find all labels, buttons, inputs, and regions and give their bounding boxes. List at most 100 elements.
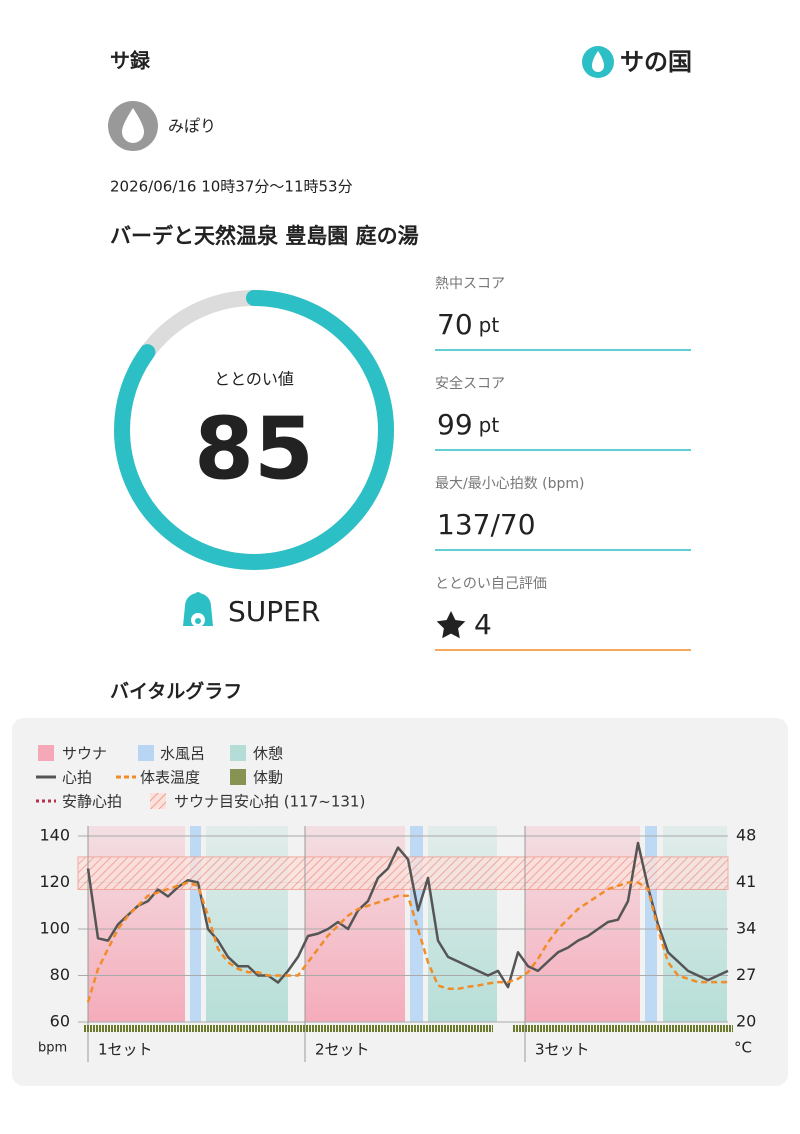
movement-mark [93,1025,103,1032]
legend-label: 水風呂 [160,745,205,763]
brand-name: サの国 [620,48,692,76]
movement-mark [633,1025,643,1032]
score-label: ととのい値 [214,370,294,389]
temperature-line [86,881,728,1003]
stat-number: 70 [437,308,473,341]
legend-swatch [230,769,246,785]
y2-tick-label: 48 [736,826,756,845]
y2-tick-label: 34 [736,919,756,938]
legend-label: 体表温度 [140,769,200,787]
legend-label: 体動 [253,769,283,787]
movement-mark [343,1025,353,1032]
phase-band [645,826,657,1022]
movement-mark [533,1025,543,1032]
movement-mark [363,1025,373,1032]
movement-mark [263,1025,273,1032]
movement-mark [513,1025,523,1032]
set-label: 2セット [315,1041,370,1059]
movement-mark [163,1025,173,1032]
movement-mark [483,1025,493,1032]
section-title: バイタルグラフ [110,680,242,703]
movement-mark [333,1025,343,1032]
phase-band [206,826,288,1022]
movement-mark [613,1025,623,1032]
stat-unit: pt [479,313,500,337]
y2-axis-label: °C [734,1039,752,1057]
movement-mark [703,1025,713,1032]
movement-mark [423,1025,433,1032]
movement-mark [383,1025,393,1032]
movement-mark [133,1025,143,1032]
movement-mark [153,1025,163,1032]
stat-number: 4 [474,608,492,641]
set-label: 3セット [535,1041,590,1059]
phase-band [428,826,497,1022]
stat-label: 安全スコア [435,375,505,392]
movement-mark [213,1025,223,1032]
brand-logo: サの国 [582,46,692,78]
movement-mark [143,1025,153,1032]
phase-band [663,826,727,1022]
phase-band [305,826,405,1022]
score-gauge [114,290,394,570]
legend-swatch [138,745,154,761]
legend-label: 心拍 [62,769,92,787]
movement-mark [603,1025,613,1032]
movement-mark [623,1025,633,1032]
movement-mark [583,1025,593,1032]
legend-label: サウナ [62,745,107,763]
plot: 60 80 100 120 140 20 27 34 41 48 bpm °C 1セット 2セット 3セット [38,826,756,1062]
movement-mark [253,1025,263,1032]
rank-label: SUPER [228,595,320,628]
stat-label: 最大/最小心拍数 (bpm) [435,476,585,492]
score-value: 85 [194,399,314,499]
y2-tick-label: 41 [736,872,756,891]
movement-mark [713,1025,723,1032]
movement-mark [403,1025,413,1032]
movement-mark [83,1025,93,1032]
movement-mark [593,1025,603,1032]
movement-mark [233,1025,243,1032]
y2-tick-label: 20 [736,1012,756,1031]
movement-mark [373,1025,383,1032]
stat-value: 70 pt [437,308,499,341]
visit-datetime: 2026/06/16 10時37分〜11時53分 [110,178,353,196]
legend-label: サウナ目安心拍 (117~131) [174,793,365,811]
movement-mark [103,1025,113,1032]
legend-swatch [230,745,246,761]
movement-mark [573,1025,583,1032]
movement-mark [393,1025,403,1032]
movement-mark [223,1025,233,1032]
legend: サウナ 水風呂 休憩 心拍 体表温度 体動 安静心拍 サウナ目安心拍 (117~… [36,745,365,811]
movement-mark [203,1025,213,1032]
y-tick-label: 120 [39,872,70,891]
facility-name: バーデと天然温泉 豊島園 庭の湯 [110,224,419,248]
movement-mark [523,1025,533,1032]
movement-mark [723,1025,733,1032]
heart-rate-line [86,841,729,989]
legend-label: 休憩 [253,745,283,763]
y2-tick-label: 27 [736,965,756,984]
stat-number: 137/70 [437,508,536,541]
movement-mark [653,1025,663,1032]
stat-number: 99 [437,408,473,441]
movement-mark [413,1025,423,1032]
y-tick-label: 100 [39,919,70,938]
movement-mark [183,1025,193,1032]
movement-mark [433,1025,443,1032]
movement-mark [473,1025,483,1032]
stat-label: 熱中スコア [435,276,505,292]
movement-mark [663,1025,673,1032]
user-name: みぽり [168,117,216,136]
movement-mark [463,1025,473,1032]
legend-label: 安静心拍 [62,793,122,811]
stat-label: ととのい自己評価 [435,576,547,592]
movement-mark [293,1025,303,1032]
set-label: 1セット [98,1041,153,1059]
stat-unit: pt [479,413,500,437]
movement-mark [243,1025,253,1032]
legend-swatch [38,745,54,761]
movement-mark [273,1025,283,1032]
